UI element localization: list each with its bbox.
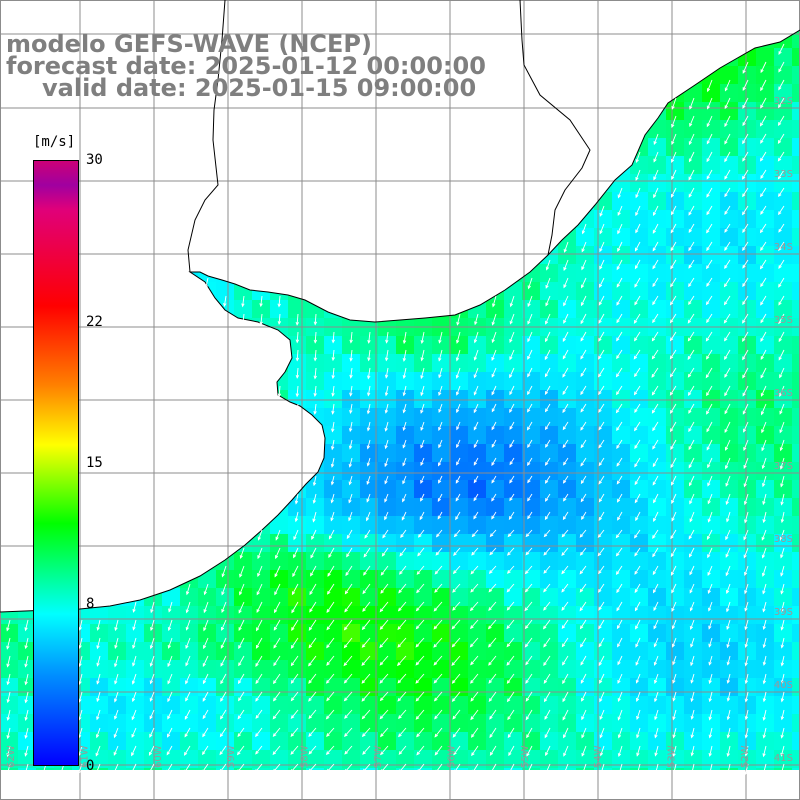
longitude-label: 54W <box>593 745 604 768</box>
latitude-labels: 32S 33S 34S 35S 36S 37S 38S 39S 40S 41S <box>774 96 793 764</box>
forecast-date: forecast date: 2025-01-12 00:00:00 <box>6 52 486 80</box>
colorbar-tick-label: 30 <box>86 152 103 168</box>
wind-arrows <box>6 43 785 776</box>
longitude-label: 57W <box>373 745 384 768</box>
colorbar-unit: [m/s] <box>33 134 76 150</box>
latitude-label: 35S <box>774 315 793 326</box>
colorbar-tick-label: 15 <box>86 455 103 471</box>
longitude-label: 56W <box>446 745 457 768</box>
longitude-label: 62W <box>6 745 17 768</box>
longitude-label: 53W <box>667 745 678 768</box>
longitude-label: 61W <box>79 745 90 768</box>
longitude-label: 59W <box>226 745 237 768</box>
longitude-label: 58W <box>300 745 311 768</box>
latitude-label: 39S <box>774 607 793 618</box>
latitude-label: 37S <box>774 461 793 472</box>
latitude-label: 32S <box>774 96 793 107</box>
model-title: modelo GEFS-WAVE (NCEP) <box>6 30 372 58</box>
longitude-labels: 62W 61W 60W 59W 58W 57W 56W 55W 54W 53W 52W <box>6 745 751 768</box>
colorbar-tick-label: 8 <box>86 596 95 612</box>
longitude-label: 55W <box>520 745 531 768</box>
latitude-label: 33S <box>774 169 793 180</box>
latitude-label: 40S <box>774 680 793 691</box>
latitude-label: 36S <box>774 388 793 399</box>
latitude-label: 34S <box>774 242 793 253</box>
colorbar <box>33 160 79 766</box>
latitude-label: 38S <box>774 534 793 545</box>
latitude-label: 41S <box>774 753 793 764</box>
longitude-label: 60W <box>153 745 164 768</box>
longitude-label: 52W <box>740 745 751 768</box>
colorbar-tick-label: 0 <box>86 758 95 774</box>
colorbar-tick-label: 22 <box>86 314 103 330</box>
coastline <box>0 0 800 613</box>
valid-date: valid date: 2025-01-15 09:00:00 <box>42 74 477 102</box>
